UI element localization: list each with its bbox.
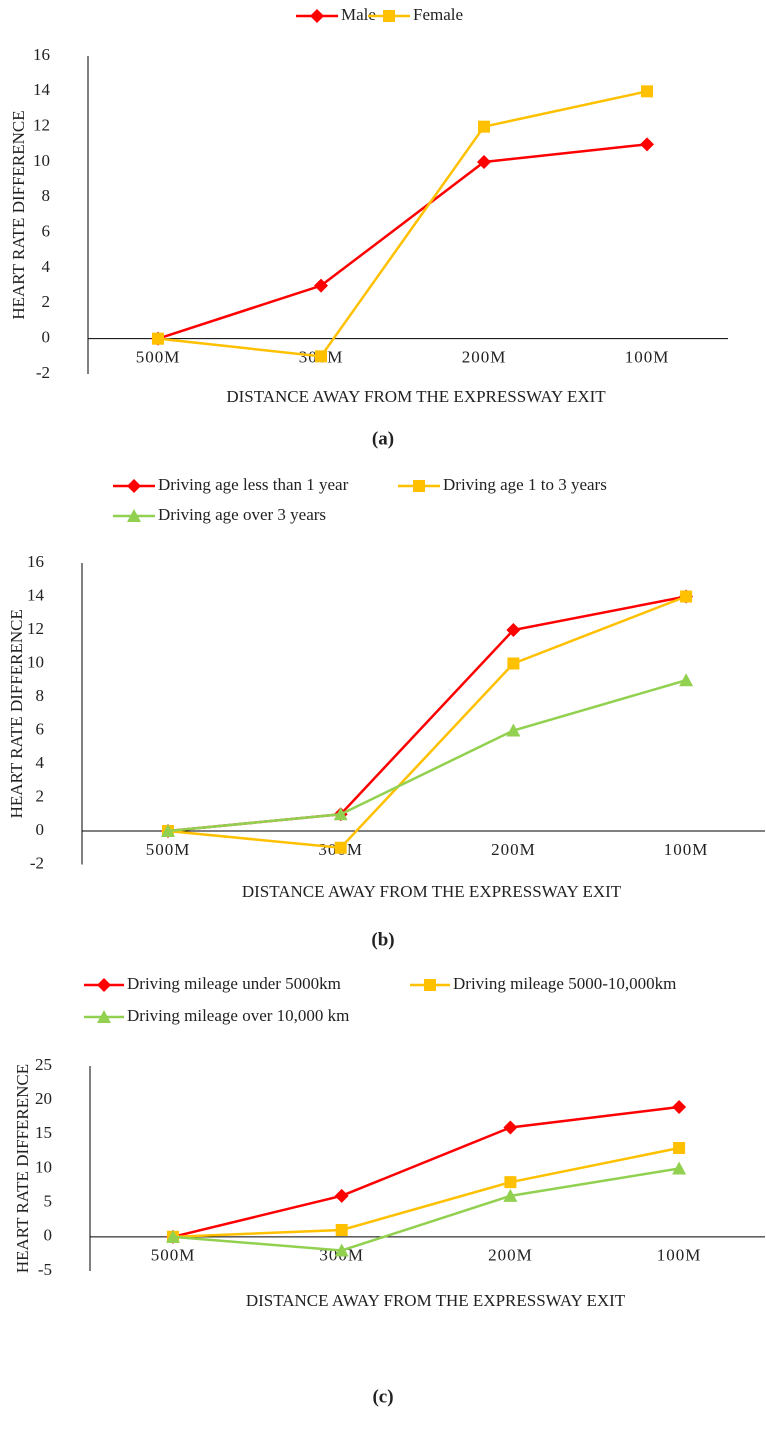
series-line	[172, 1167, 680, 1252]
y-tick-label: 6	[36, 719, 45, 738]
x-tick-label: 100M	[625, 348, 670, 367]
y-tick-label: 4	[42, 257, 51, 276]
marker	[503, 1120, 518, 1135]
x-tick-label: 500M	[151, 1246, 196, 1265]
marker	[672, 1100, 687, 1114]
y-tick-label: 25	[35, 1055, 52, 1074]
y-tick-label: 10	[33, 151, 50, 170]
y-tick-label: 5	[44, 1192, 53, 1211]
marker	[478, 120, 490, 133]
marker	[166, 1229, 180, 1243]
legend-marker	[310, 9, 324, 23]
marker	[506, 623, 521, 637]
caption: (b)	[371, 929, 394, 950]
marker	[334, 841, 347, 854]
series-line	[167, 595, 687, 833]
y-tick-label: 14	[33, 80, 51, 99]
marker	[506, 723, 521, 737]
x-tick-label: 500M	[136, 348, 181, 367]
legend-marker	[97, 1010, 111, 1023]
caption: (c)	[372, 1386, 393, 1407]
marker	[673, 1142, 686, 1154]
y-tick-label: -5	[38, 1260, 52, 1279]
x-tick-label: 500M	[146, 840, 191, 859]
x-tick-label: 200M	[462, 348, 507, 367]
marker	[152, 332, 164, 345]
y-tick-label: 16	[27, 552, 44, 571]
y-tick-label: 2	[42, 292, 51, 311]
marker	[672, 1161, 687, 1175]
legend-label: Male	[341, 5, 376, 24]
y-tick-label: 4	[36, 753, 45, 772]
y-tick-label: 0	[42, 328, 51, 347]
y-tick-label: 8	[36, 686, 45, 705]
x-tick-label: 100M	[657, 1246, 702, 1265]
x-tick-label: 200M	[491, 840, 536, 859]
marker	[334, 1243, 349, 1257]
marker	[334, 1188, 349, 1203]
legend-label: Driving mileage under 5000km	[127, 974, 341, 993]
y-tick-label: -2	[36, 363, 50, 382]
y-tick-label: 14	[27, 585, 45, 604]
y-axis-label: HEART RATE DIFFERENCE	[7, 609, 26, 818]
x-axis-label: DISTANCE AWAY FROM THE EXPRESSWAY EXIT	[242, 882, 622, 901]
marker	[680, 590, 693, 603]
y-tick-label: 15	[35, 1123, 52, 1142]
marker	[641, 85, 653, 98]
marker	[640, 137, 654, 152]
legend-label: Female	[413, 5, 463, 24]
marker	[507, 657, 520, 670]
legend-marker	[413, 480, 425, 492]
legend-label: Driving mileage over 10,000 km	[127, 1006, 349, 1025]
marker	[679, 673, 694, 687]
marker	[314, 278, 328, 293]
legend-marker	[383, 10, 395, 22]
marker	[503, 1188, 518, 1202]
legend-marker	[97, 978, 111, 992]
y-tick-label: -2	[30, 853, 44, 872]
y-axis-label: HEART RATE DIFFERENCE	[13, 1064, 32, 1273]
legend-label: Driving age less than 1 year	[158, 475, 349, 494]
marker	[504, 1176, 517, 1189]
marker	[333, 807, 348, 821]
series-line	[167, 595, 687, 850]
y-tick-label: 12	[27, 619, 44, 638]
legend-label: Driving mileage 5000-10,000km	[453, 974, 676, 993]
series-line	[157, 143, 648, 340]
y-tick-label: 10	[27, 652, 44, 671]
y-tick-label: 8	[42, 186, 51, 205]
y-tick-label: 0	[36, 820, 45, 839]
y-tick-label: 16	[33, 45, 50, 64]
legend-label: Driving age over 3 years	[158, 505, 326, 524]
caption: (a)	[372, 428, 394, 449]
legend-marker	[127, 479, 141, 493]
x-axis-label: DISTANCE AWAY FROM THE EXPRESSWAY EXIT	[246, 1291, 626, 1310]
series-line	[157, 90, 648, 358]
marker	[335, 1224, 348, 1236]
x-tick-label: 100M	[664, 840, 709, 859]
series-line	[172, 1146, 680, 1239]
legend-marker	[424, 979, 436, 991]
y-tick-label: 20	[35, 1089, 52, 1108]
marker	[477, 155, 491, 169]
y-tick-label: 0	[44, 1226, 53, 1245]
series-line	[167, 679, 687, 833]
legend-marker	[127, 509, 141, 522]
marker	[161, 824, 175, 837]
y-tick-label: 6	[42, 222, 51, 241]
y-tick-label: 10	[35, 1157, 52, 1176]
y-tick-label: 12	[33, 116, 50, 135]
x-axis-label: DISTANCE AWAY FROM THE EXPRESSWAY EXIT	[226, 387, 606, 406]
y-axis-label: HEART RATE DIFFERENCE	[9, 110, 28, 319]
y-tick-label: 2	[36, 786, 45, 805]
series-line	[172, 1105, 680, 1239]
marker	[315, 350, 327, 363]
legend-label: Driving age 1 to 3 years	[443, 475, 607, 494]
x-tick-label: 200M	[488, 1246, 533, 1265]
